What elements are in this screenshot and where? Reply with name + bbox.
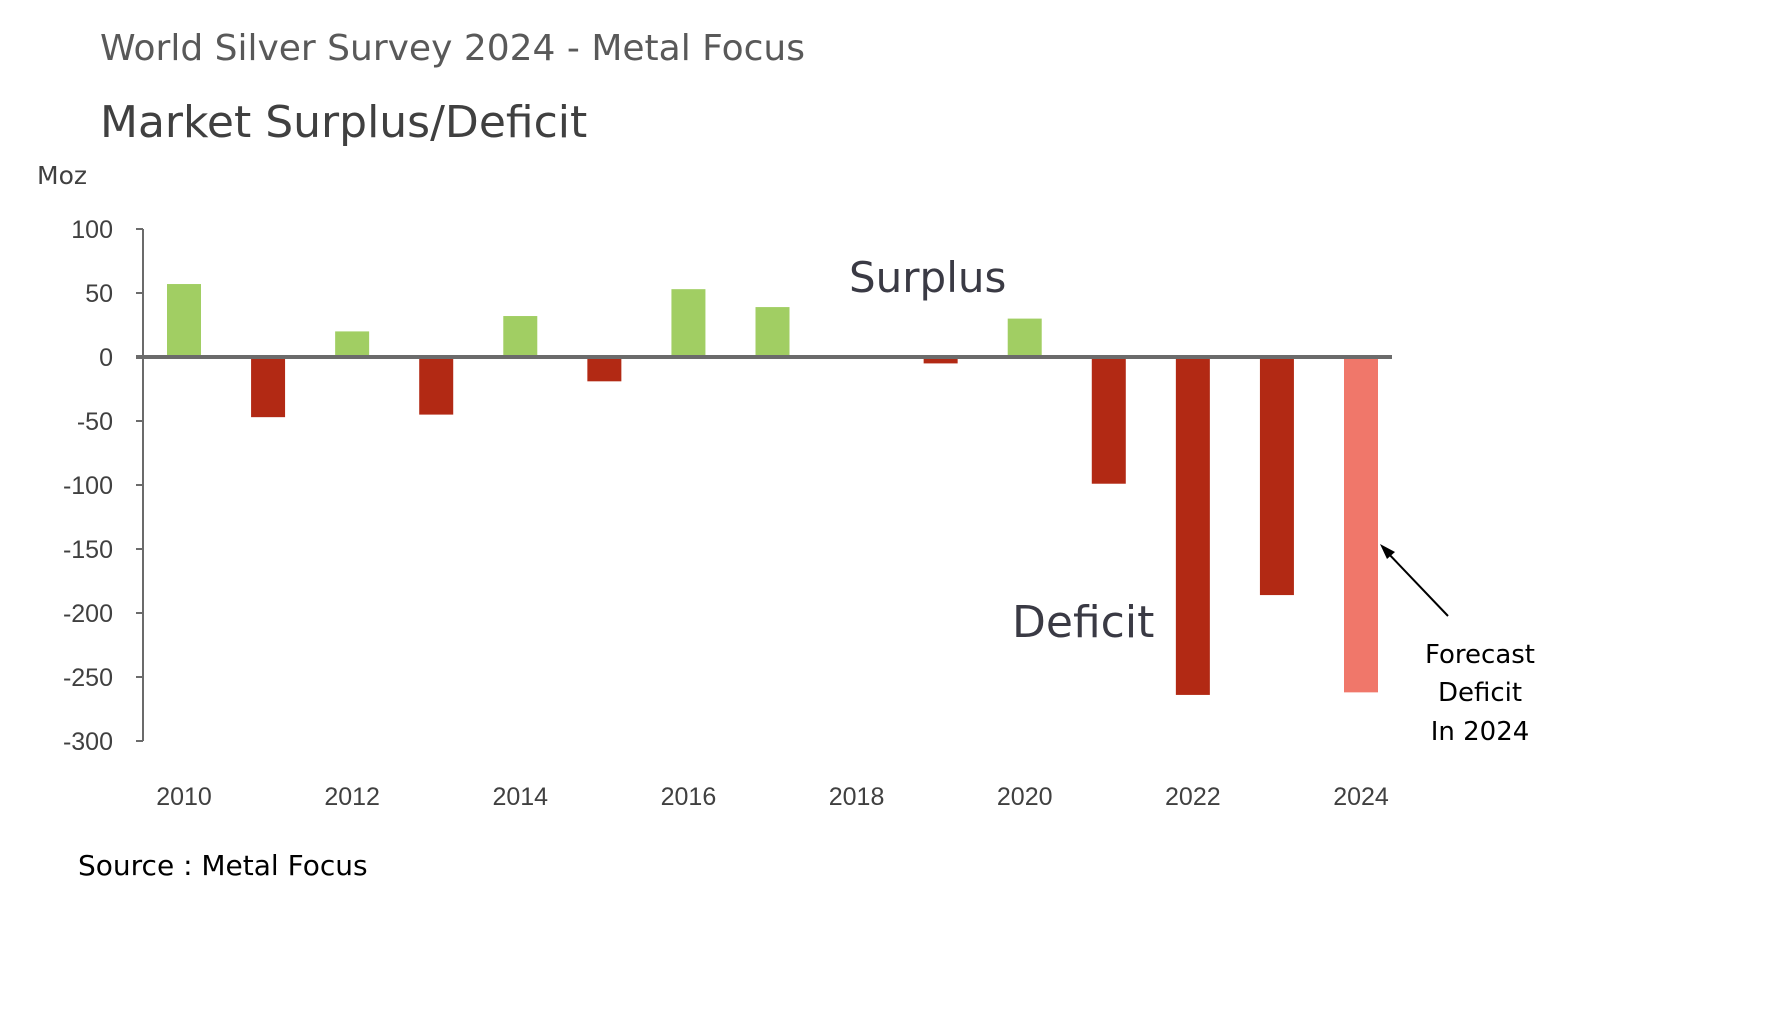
bar-2021 bbox=[1091, 357, 1126, 484]
bar-2015 bbox=[587, 357, 622, 382]
deficit-annotation: Deficit bbox=[1012, 597, 1154, 648]
y-tick-label: -150 bbox=[63, 536, 113, 564]
bar-2020 bbox=[1007, 318, 1042, 357]
forecast-annotation-line: Deficit bbox=[1438, 678, 1522, 708]
y-axis-label: Moz bbox=[37, 161, 87, 190]
x-tick-label: 2018 bbox=[829, 783, 885, 811]
surplus-annotation: Surplus bbox=[849, 253, 1006, 302]
forecast-annotation: Forecast Deficit In 2024 bbox=[1425, 640, 1535, 747]
x-tick-label: 2016 bbox=[661, 783, 717, 811]
x-tick-label: 2022 bbox=[1165, 783, 1221, 811]
forecast-annotation-line: Forecast bbox=[1425, 640, 1535, 670]
x-tick-label: 2012 bbox=[324, 783, 380, 811]
y-tick-label: 100 bbox=[71, 216, 113, 244]
y-tick-label: -300 bbox=[63, 728, 113, 756]
y-tick-label: 0 bbox=[99, 344, 113, 372]
bar-2013 bbox=[419, 357, 454, 415]
bar-2014 bbox=[503, 316, 538, 357]
bar-2017 bbox=[755, 307, 790, 357]
forecast-arrow bbox=[1380, 544, 1449, 617]
y-tick-label: -50 bbox=[77, 408, 113, 436]
y-tick-label: -250 bbox=[63, 664, 113, 692]
y-tick-label: -100 bbox=[63, 472, 113, 500]
bar-2011 bbox=[251, 357, 286, 418]
bar-2010 bbox=[167, 284, 201, 357]
bar-2016 bbox=[671, 289, 706, 357]
x-tick-label: 2010 bbox=[156, 783, 212, 811]
y-tick-label: -200 bbox=[63, 600, 113, 628]
x-tick-label: 2020 bbox=[997, 783, 1053, 811]
bar-2024 bbox=[1344, 357, 1378, 693]
forecast-annotation-line: In 2024 bbox=[1431, 717, 1530, 747]
bar-2022 bbox=[1175, 357, 1210, 695]
x-tick-label: 2024 bbox=[1333, 783, 1389, 811]
bar-2019 bbox=[923, 357, 958, 364]
bar-2023 bbox=[1259, 357, 1294, 596]
bar-2012 bbox=[335, 331, 370, 357]
chart-supertitle: World Silver Survey 2024 - Metal Focus bbox=[100, 28, 805, 69]
source-note: Source : Metal Focus bbox=[78, 849, 368, 882]
x-tick-label: 2014 bbox=[492, 783, 548, 811]
y-tick-label: 50 bbox=[85, 280, 113, 308]
chart-title: Market Surplus/Deficit bbox=[100, 97, 587, 148]
